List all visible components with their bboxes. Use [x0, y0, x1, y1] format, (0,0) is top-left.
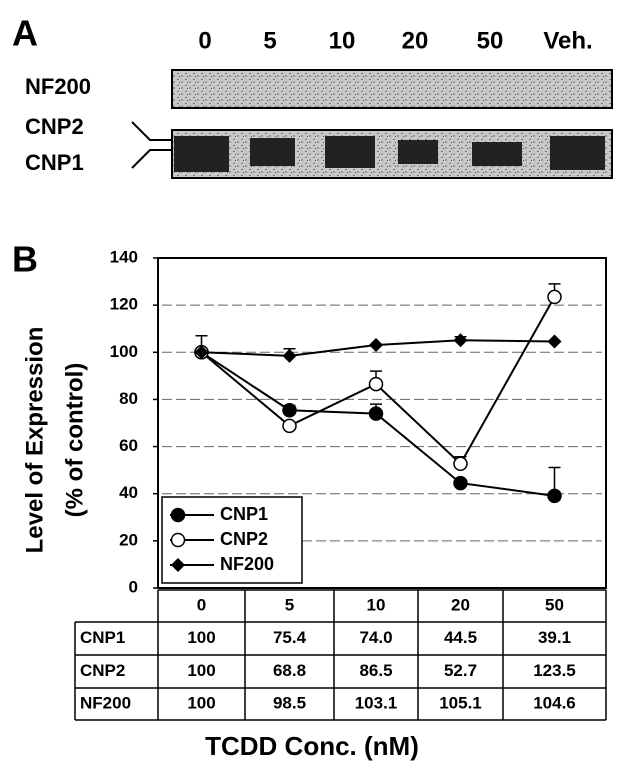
- row-label: CNP1: [25, 150, 84, 175]
- x-tick-label: 0: [197, 595, 206, 614]
- table-value: 75.4: [273, 628, 307, 647]
- legend-label: NF200: [220, 554, 274, 574]
- table-value: 86.5: [359, 661, 392, 680]
- data-point: [370, 378, 383, 391]
- y-tick-label: 60: [119, 436, 138, 455]
- legend-marker: [172, 509, 185, 522]
- blot-cnp: [172, 130, 612, 178]
- data-point: [454, 477, 467, 490]
- lane-label: 50: [477, 27, 504, 54]
- table-value: 100: [187, 628, 215, 647]
- table-value: 123.5: [533, 661, 576, 680]
- row-label: NF200: [25, 74, 91, 99]
- y-axis-label: (% of control): [61, 363, 88, 518]
- x-tick-label: 10: [367, 595, 386, 614]
- data-point: [369, 338, 383, 352]
- data-point: [283, 419, 296, 432]
- y-tick-label: 140: [110, 247, 138, 266]
- row-label: CNP1: [80, 628, 125, 647]
- y-axis-label: Level of Expression: [21, 327, 48, 554]
- y-tick-label: 40: [119, 483, 138, 502]
- table-value: 104.6: [533, 693, 576, 712]
- data-point: [283, 404, 296, 417]
- lane-label: 10: [329, 27, 356, 54]
- x-tick-label: 20: [451, 595, 470, 614]
- legend-marker: [172, 534, 185, 547]
- bracket: [132, 122, 172, 140]
- legend-label: CNP2: [220, 529, 268, 549]
- table-value: 103.1: [355, 693, 398, 712]
- row-label: NF200: [80, 693, 131, 712]
- table-value: 100: [187, 693, 215, 712]
- x-axis-label: TCDD Conc. (nM): [205, 731, 419, 761]
- table-value: 52.7: [444, 661, 477, 680]
- table-value: 98.5: [273, 693, 306, 712]
- row-label: CNP2: [80, 661, 125, 680]
- y-tick-label: 120: [110, 295, 138, 314]
- data-point: [370, 407, 383, 420]
- y-tick-label: 100: [110, 342, 138, 361]
- data-point: [283, 349, 297, 363]
- panel-label: B: [12, 239, 38, 280]
- data-point: [454, 333, 468, 347]
- x-tick-label: 5: [285, 595, 294, 614]
- table-value: 39.1: [538, 628, 571, 647]
- bracket: [132, 150, 172, 168]
- panel-label: A: [12, 13, 38, 54]
- data-point: [548, 489, 561, 502]
- lane-label: 20: [402, 27, 429, 54]
- lane-label: 5: [263, 27, 276, 54]
- table-value: 68.8: [273, 661, 306, 680]
- table-value: 105.1: [439, 693, 482, 712]
- y-tick-label: 0: [129, 577, 138, 596]
- data-point: [548, 290, 561, 303]
- data-point: [548, 334, 562, 348]
- lane-label: Veh.: [543, 27, 592, 54]
- y-tick-label: 20: [119, 530, 138, 549]
- y-tick-label: 80: [119, 389, 138, 408]
- legend-label: CNP1: [220, 504, 268, 524]
- data-point: [454, 457, 467, 470]
- blot-nf200: [172, 70, 612, 108]
- table-value: 74.0: [359, 628, 392, 647]
- row-label: CNP2: [25, 114, 84, 139]
- table-value: 100: [187, 661, 215, 680]
- table-value: 44.5: [444, 628, 477, 647]
- figure: A NF200 CNP2 CNP1 B Level of Expression …: [0, 0, 624, 782]
- lane-label: 0: [198, 27, 211, 54]
- series-line: [202, 352, 555, 496]
- x-tick-label: 50: [545, 595, 564, 614]
